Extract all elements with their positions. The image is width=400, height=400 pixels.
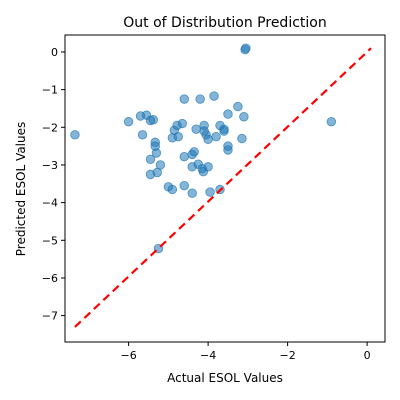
- scatter-point: [223, 109, 233, 119]
- scatter-point: [179, 94, 189, 104]
- x-tick-label: −6: [120, 349, 136, 362]
- scatter-point: [240, 44, 250, 55]
- scatter-point: [211, 132, 221, 142]
- y-tick-label: −5: [42, 234, 58, 247]
- scatter-point: [189, 147, 199, 157]
- scatter-point: [152, 167, 162, 178]
- scatter-point: [151, 148, 162, 158]
- scatter-point: [209, 91, 219, 101]
- y-tick-label: 0: [51, 46, 58, 59]
- scatter-point: [177, 118, 187, 129]
- plot-area: [70, 43, 372, 328]
- scatter-point: [223, 145, 233, 155]
- reference-line: [74, 47, 372, 328]
- scatter-point: [137, 130, 148, 140]
- scatter-point: [148, 115, 158, 125]
- y-axis: −7 −6 −5 −4 −3 −2 −1 0: [42, 46, 65, 323]
- scatter-point: [179, 180, 189, 191]
- scatter-point: [326, 116, 337, 127]
- x-axis-label: Actual ESOL Values: [167, 371, 283, 385]
- x-axis: −6 −4 −2 0: [120, 342, 371, 362]
- scatter-point: [145, 154, 156, 165]
- scatter-point: [233, 101, 243, 112]
- scatter-point: [219, 126, 229, 136]
- scatter-point: [123, 116, 134, 127]
- scatter-point: [203, 134, 213, 145]
- x-tick-label: −4: [200, 349, 216, 362]
- scatter-point: [167, 184, 178, 195]
- scatter-point: [205, 187, 215, 197]
- scatter-point: [179, 151, 189, 162]
- scatter-point: [237, 133, 247, 144]
- y-tick-label: −1: [42, 84, 58, 97]
- scatter-point: [173, 132, 183, 142]
- y-tick-label: −2: [42, 121, 58, 134]
- y-tick-label: −7: [42, 310, 58, 323]
- x-tick-label: −2: [279, 349, 295, 362]
- x-tick-label: 0: [364, 349, 371, 362]
- plot-frame: [64, 34, 386, 343]
- chart-title: Out of Distribution Prediction: [123, 15, 326, 31]
- y-tick-label: −6: [42, 272, 58, 285]
- y-tick-label: −3: [42, 159, 58, 172]
- scatter-point: [239, 112, 249, 122]
- scatter-point: [191, 124, 201, 134]
- y-axis-label: Predicted ESOL Values: [14, 122, 28, 257]
- scatter-point: [195, 94, 205, 104]
- y-tick-label: −4: [42, 197, 58, 210]
- scatter-point: [70, 130, 80, 140]
- scatter-point: [203, 162, 213, 172]
- scatter-point: [187, 188, 197, 198]
